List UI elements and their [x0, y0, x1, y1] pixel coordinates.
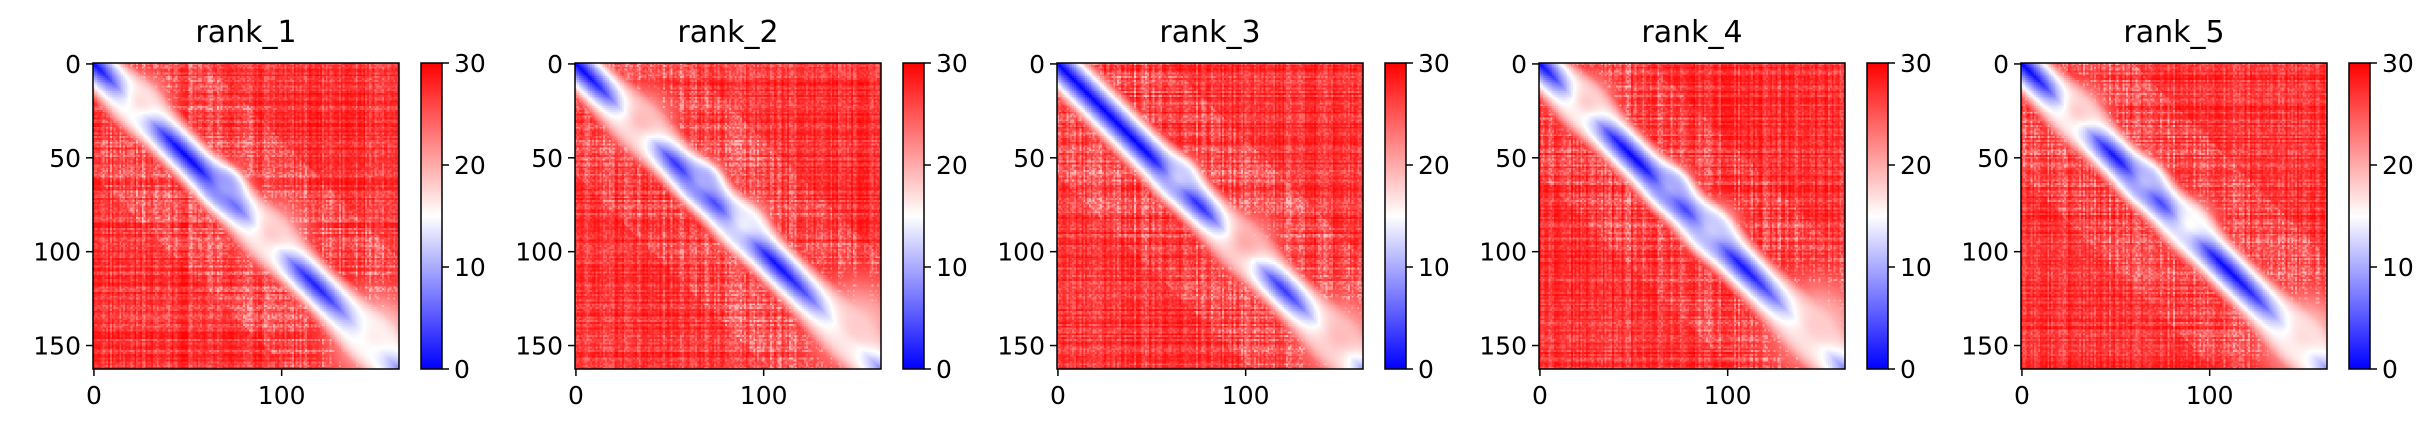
heatmap-image — [1057, 63, 1363, 369]
heatmap-image — [575, 63, 881, 369]
x-tick-label: 0 — [1532, 381, 1548, 410]
panel-title: rank_2 — [677, 15, 778, 50]
heatmap-image — [93, 63, 399, 369]
y-tick-label: 100 — [1479, 238, 1527, 267]
colorbar-tick-label: 0 — [1900, 355, 1916, 384]
x-tick-label: 100 — [1222, 381, 1270, 410]
colorbar — [421, 63, 442, 369]
heatmap-frame — [2020, 62, 2328, 370]
colorbar-frame — [902, 62, 925, 370]
colorbar-tick-label: 30 — [454, 49, 486, 78]
colorbar-tick-label: 0 — [454, 355, 470, 384]
colorbar-tick-label: 20 — [936, 151, 968, 180]
colorbar-tick-label: 20 — [1418, 151, 1450, 180]
heatmap-image — [1539, 63, 1845, 369]
y-tick-label: 100 — [1961, 238, 2009, 267]
colorbar-tick-label: 30 — [1418, 49, 1450, 78]
x-tick-label: 100 — [258, 381, 306, 410]
colorbar-tick-label: 20 — [2382, 151, 2414, 180]
x-tick-label: 0 — [568, 381, 584, 410]
colorbar — [1867, 63, 1888, 369]
colorbar-frame — [420, 62, 443, 370]
x-tick-label: 0 — [1050, 381, 1066, 410]
colorbar — [2349, 63, 2370, 369]
panel-title: rank_4 — [1641, 15, 1742, 50]
colorbar-tick-label: 30 — [936, 49, 968, 78]
heatmap-frame — [574, 62, 882, 370]
y-tick-label: 50 — [1495, 144, 1527, 173]
panel-title: rank_3 — [1159, 15, 1260, 50]
panel-title: rank_5 — [2123, 15, 2224, 50]
heatmap-frame — [1538, 62, 1846, 370]
x-tick-label: 100 — [1704, 381, 1752, 410]
heatmap-frame — [1056, 62, 1364, 370]
y-tick-label: 100 — [997, 238, 1045, 267]
y-tick-label: 100 — [33, 238, 81, 267]
colorbar-tick-label: 0 — [2382, 355, 2398, 384]
x-tick-label: 100 — [740, 381, 788, 410]
x-tick-label: 0 — [2014, 381, 2030, 410]
x-tick-label: 0 — [86, 381, 102, 410]
heatmap-frame — [92, 62, 400, 370]
y-tick-label: 0 — [1993, 50, 2009, 79]
colorbar-tick-label: 20 — [1900, 151, 1932, 180]
y-tick-label: 50 — [1977, 144, 2009, 173]
y-tick-label: 150 — [33, 332, 81, 361]
y-tick-label: 0 — [65, 50, 81, 79]
y-tick-label: 0 — [1029, 50, 1045, 79]
y-tick-label: 150 — [515, 332, 563, 361]
colorbar-frame — [1384, 62, 1407, 370]
colorbar-tick-label: 30 — [2382, 49, 2414, 78]
colorbar-tick-label: 0 — [936, 355, 952, 384]
y-tick-label: 0 — [547, 50, 563, 79]
y-tick-label: 150 — [997, 332, 1045, 361]
colorbar-tick-label: 30 — [1900, 49, 1932, 78]
colorbar-tick-label: 0 — [1418, 355, 1434, 384]
panel-title: rank_1 — [195, 15, 296, 50]
y-tick-label: 50 — [1013, 144, 1045, 173]
colorbar — [1385, 63, 1406, 369]
heatmap-image — [2021, 63, 2327, 369]
colorbar-tick-label: 20 — [454, 151, 486, 180]
y-tick-label: 150 — [1961, 332, 2009, 361]
y-tick-label: 0 — [1511, 50, 1527, 79]
colorbar-tick-label: 10 — [2382, 253, 2414, 282]
y-tick-label: 50 — [531, 144, 563, 173]
colorbar-tick-label: 10 — [936, 253, 968, 282]
colorbar-tick-label: 10 — [454, 253, 486, 282]
colorbar-frame — [2348, 62, 2371, 370]
colorbar — [903, 63, 924, 369]
colorbar-tick-label: 10 — [1900, 253, 1932, 282]
colorbar-tick-label: 10 — [1418, 253, 1450, 282]
y-tick-label: 50 — [49, 144, 81, 173]
y-tick-label: 100 — [515, 238, 563, 267]
colorbar-frame — [1866, 62, 1889, 370]
x-tick-label: 100 — [2186, 381, 2234, 410]
y-tick-label: 150 — [1479, 332, 1527, 361]
